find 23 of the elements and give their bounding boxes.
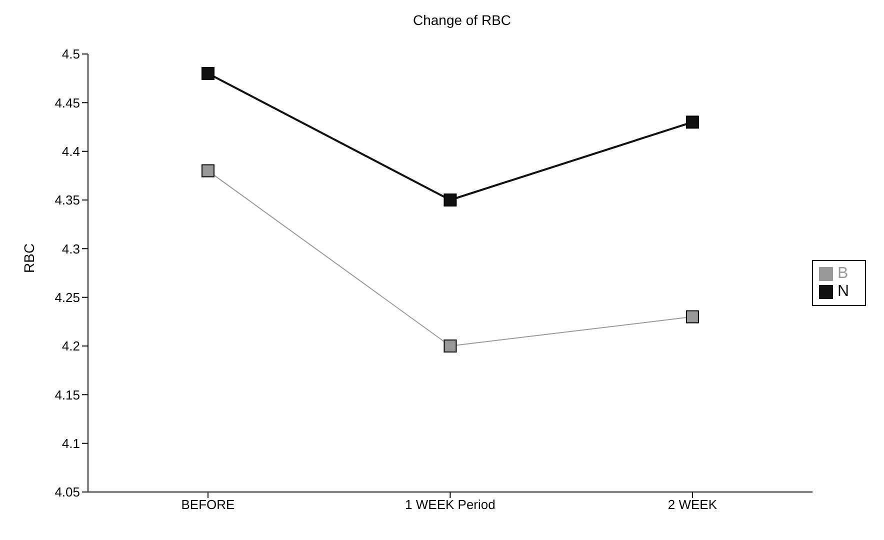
y-tick-label: 4.05: [54, 484, 80, 500]
x-tick-label: 1 WEEK Period: [405, 497, 496, 512]
y-tick-label: 4.3: [62, 241, 80, 256]
y-tick-label: 4.15: [54, 387, 80, 402]
point: [444, 340, 457, 352]
x-tick-label: 2 WEEK: [668, 497, 718, 512]
chart-title: Change of RBC: [412, 11, 512, 30]
point: [686, 310, 699, 324]
y-axis-title: RBC: [20, 243, 37, 273]
y-tick-label: 4.2: [62, 338, 80, 354]
y-tick-label: 4.35: [54, 192, 80, 208]
point: [686, 116, 699, 129]
point: [444, 194, 457, 206]
x-tick-label: BEFORE: [181, 497, 236, 512]
legend-label: B: [837, 265, 848, 282]
y-tick-label: 4.5: [62, 46, 80, 62]
y-tick-label: 4.25: [54, 290, 80, 305]
y-tick-label: 4.1: [62, 436, 80, 451]
y-tick-label: 4.45: [54, 95, 80, 110]
point: [202, 164, 214, 178]
y-tick-label: 4.4: [62, 144, 80, 159]
point: [202, 66, 214, 80]
legend-label: N: [837, 283, 849, 300]
